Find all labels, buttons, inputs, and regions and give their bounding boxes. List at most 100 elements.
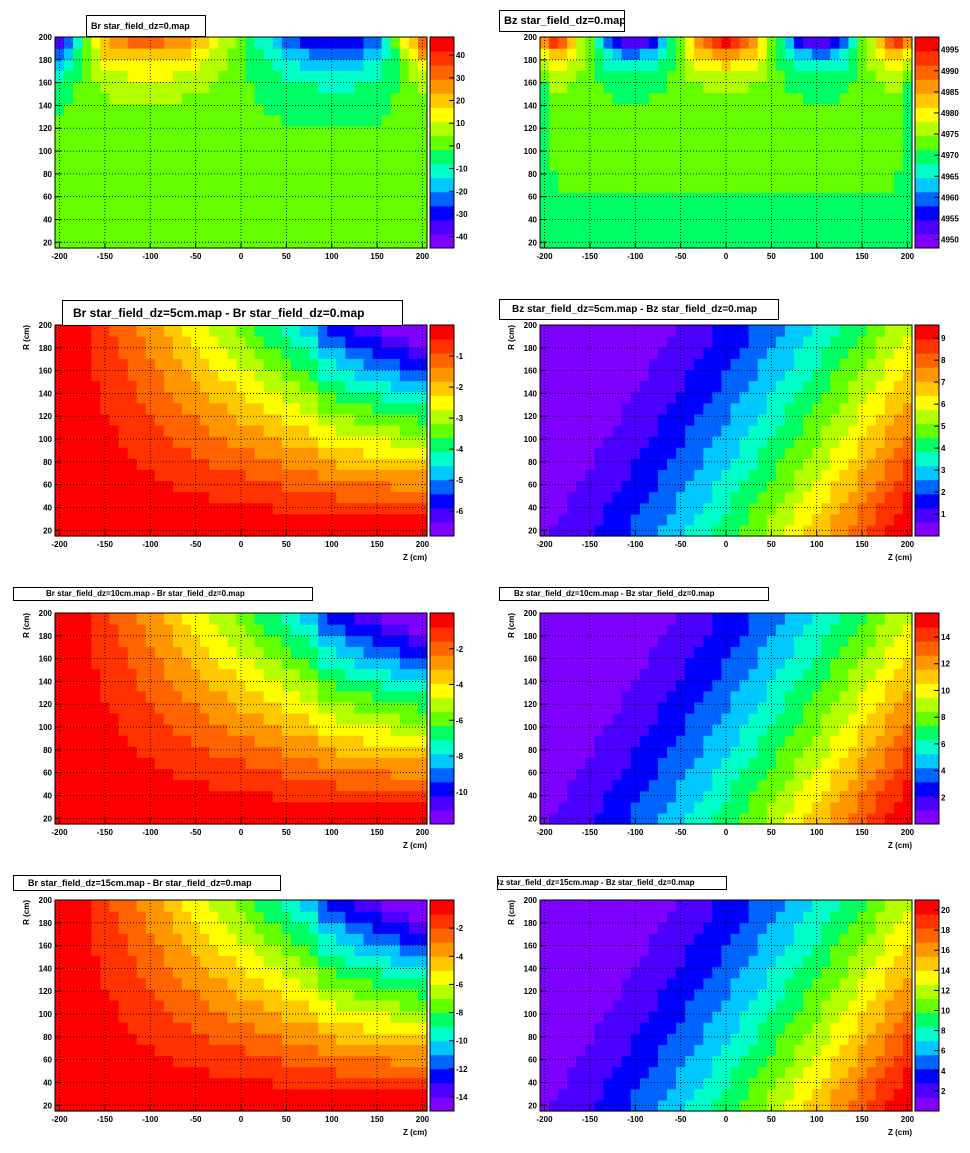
heatmap-cell: [127, 336, 138, 348]
heatmap-cell: [209, 768, 219, 781]
heatmap-cell: [730, 613, 741, 625]
heatmap-cell: [327, 624, 337, 636]
heatmap-cell: [594, 380, 605, 393]
heatmap-cell: [218, 679, 228, 692]
heatmap-cell: [354, 59, 365, 71]
heatmap-cell: [290, 524, 301, 537]
heatmap-cell: [100, 59, 111, 71]
heatmap-cell: [621, 358, 632, 371]
heatmap-cell: [712, 325, 723, 337]
heatmap-cell: [245, 391, 256, 404]
heatmap-cell: [630, 192, 641, 205]
heatmap-cell: [372, 701, 383, 714]
heatmap-cell: [336, 424, 346, 437]
heatmap-cell: [82, 391, 92, 404]
heatmap-cell: [200, 369, 210, 382]
heatmap-cell: [82, 402, 92, 415]
heatmap-cell: [612, 690, 623, 703]
heatmap-cell: [263, 148, 274, 160]
heatmap-cell: [567, 657, 577, 670]
palette-tick-label: 4: [941, 444, 946, 453]
heatmap-cell: [594, 502, 605, 515]
heatmap-cell: [118, 325, 129, 337]
heatmap-cell: [200, 757, 210, 770]
heatmap-cell: [794, 690, 804, 703]
heatmap-cell: [209, 402, 219, 415]
heatmap-cell: [55, 114, 65, 127]
heatmap-cell: [127, 148, 138, 160]
heatmap-cell: [739, 480, 750, 493]
heatmap-cell: [857, 369, 868, 382]
heatmap-cell: [245, 624, 256, 636]
heatmap-cell: [82, 436, 92, 448]
heatmap-cell: [830, 380, 841, 393]
heatmap-cell: [145, 203, 156, 216]
heatmap-cell: [182, 92, 192, 105]
heatmap-cell: [136, 768, 147, 781]
heatmap-cell: [263, 690, 274, 703]
heatmap-cell: [91, 491, 101, 504]
heatmap-cell: [612, 801, 623, 814]
heatmap-cell: [540, 413, 550, 426]
heatmap-cell: [685, 779, 695, 792]
heatmap-cell: [712, 37, 723, 49]
heatmap-cell: [585, 402, 596, 415]
heatmap-cell: [191, 447, 201, 459]
heatmap-cell: [766, 159, 777, 171]
heatmap-cell: [290, 613, 301, 625]
palette-swatch: [915, 191, 939, 207]
heatmap-cell: [399, 524, 410, 537]
heatmap-cell: [200, 768, 210, 781]
heatmap-cell: [172, 136, 183, 149]
heatmap-cell: [127, 679, 138, 692]
heatmap-cell: [354, 424, 365, 437]
heatmap-cell: [172, 236, 183, 249]
heatmap-cell: [245, 801, 256, 814]
heatmap-cell: [739, 679, 750, 692]
heatmap-cell: [309, 325, 319, 337]
heatmap-cell: [354, 92, 365, 105]
heatmap-cell: [245, 159, 256, 171]
heatmap-cell: [721, 524, 732, 537]
heatmap-cell: [281, 114, 292, 127]
heatmap-cell: [648, 358, 659, 371]
heatmap-cell: [272, 657, 283, 670]
heatmap-cell: [875, 136, 886, 149]
heatmap-cell: [417, 203, 428, 216]
heatmap-cell: [73, 679, 83, 692]
heatmap-cell: [64, 125, 74, 138]
heatmap-cell: [327, 402, 337, 415]
heatmap-cell: [893, 402, 904, 415]
heatmap-cell: [154, 646, 165, 659]
heatmap-cell: [748, 701, 759, 714]
heatmap-cell: [64, 325, 74, 337]
heatmap-cell: [154, 746, 165, 758]
heatmap-cell: [245, 458, 256, 470]
heatmap-cell: [390, 690, 401, 703]
heatmap-cell: [639, 369, 650, 382]
heatmap-cell: [272, 801, 283, 814]
heatmap-cell: [603, 214, 614, 227]
heatmap-cell: [182, 801, 192, 814]
heatmap-cell: [417, 447, 428, 459]
heatmap-cell: [408, 70, 419, 83]
heatmap-cell: [254, 635, 265, 647]
heatmap-cell: [730, 502, 741, 515]
heatmap-cell: [685, 735, 695, 747]
heatmap-cell: [803, 148, 813, 160]
heatmap-cell: [281, 635, 292, 647]
heatmap-cell: [685, 225, 695, 238]
heatmap-cell: [676, 203, 686, 216]
heatmap-cell: [848, 391, 859, 404]
heatmap-cell: [64, 701, 74, 714]
heatmap-cell: [730, 380, 741, 393]
heatmap-cell: [775, 668, 786, 681]
heatmap-cell: [182, 812, 192, 825]
heatmap-cell: [648, 668, 659, 681]
heatmap-cell: [730, 136, 741, 149]
heatmap-cell: [299, 369, 310, 382]
heatmap-cell: [136, 746, 147, 758]
heatmap-cell: [136, 668, 147, 681]
heatmap-cell: [730, 114, 741, 127]
heatmap-cell: [64, 513, 74, 526]
